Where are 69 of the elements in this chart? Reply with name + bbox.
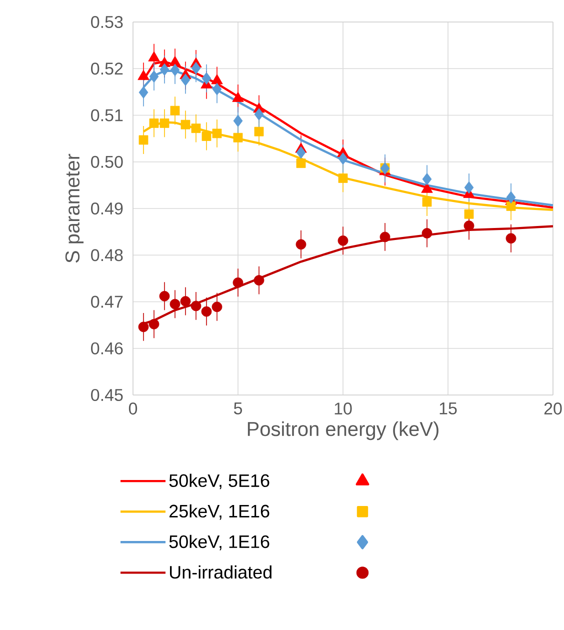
y-tick-label: 0.50 xyxy=(91,156,123,168)
point xyxy=(138,86,148,99)
point xyxy=(212,302,222,312)
legend-label: 50keV, 1E16 xyxy=(169,534,270,550)
point xyxy=(254,126,264,136)
legend-label: Un-irradiated xyxy=(170,565,272,579)
x-tick-label: 0 xyxy=(128,402,138,415)
point xyxy=(296,146,306,159)
point xyxy=(201,306,212,317)
point xyxy=(159,290,170,302)
point xyxy=(296,239,306,250)
point xyxy=(190,300,202,312)
point xyxy=(338,235,348,246)
point xyxy=(211,74,223,84)
point xyxy=(338,152,348,165)
point xyxy=(180,296,191,306)
x-tick-label: 20 xyxy=(544,402,562,415)
point xyxy=(202,132,212,141)
legend-label: 50keV, 5E16 xyxy=(169,474,270,490)
point xyxy=(149,70,159,83)
point xyxy=(232,277,244,288)
point xyxy=(169,56,181,66)
point xyxy=(191,124,201,134)
point xyxy=(160,118,170,128)
point xyxy=(296,158,306,168)
y-tick-label: 0.51 xyxy=(91,109,123,122)
x-axis-title: Positron energy (keV) xyxy=(248,421,438,440)
x-tick-label: 10 xyxy=(334,402,352,415)
point xyxy=(138,70,150,80)
point xyxy=(506,191,516,204)
point xyxy=(380,232,390,242)
point xyxy=(506,233,516,244)
point xyxy=(421,182,433,193)
point xyxy=(170,106,180,116)
point xyxy=(191,62,201,74)
point xyxy=(254,275,264,286)
point xyxy=(149,118,159,128)
legend-label: 25keV, 1E16 xyxy=(170,504,270,520)
point xyxy=(212,82,222,96)
point xyxy=(232,92,244,102)
point xyxy=(138,322,149,332)
point xyxy=(338,173,348,183)
y-tick-label: 0.45 xyxy=(91,388,123,402)
point xyxy=(212,128,222,138)
y-tick-label: 0.48 xyxy=(91,249,123,262)
point xyxy=(233,132,243,142)
point xyxy=(422,197,432,207)
y-tick-label: 0.46 xyxy=(91,342,123,354)
y-axis-title: S parameter xyxy=(65,154,84,263)
y-tick-label: 0.53 xyxy=(91,16,123,28)
point xyxy=(148,318,160,330)
y-tick-label: 0.49 xyxy=(91,202,123,215)
point xyxy=(464,181,474,194)
point xyxy=(138,135,148,145)
point xyxy=(422,172,432,186)
point xyxy=(422,228,432,238)
y-tick-label: 0.47 xyxy=(91,296,123,308)
x-tick-label: 15 xyxy=(440,402,457,414)
point xyxy=(464,220,474,231)
point xyxy=(464,209,474,219)
point xyxy=(180,74,190,86)
point xyxy=(254,108,264,121)
point xyxy=(233,114,243,128)
point xyxy=(148,51,160,62)
point xyxy=(506,201,516,211)
x-tick-label: 5 xyxy=(234,402,242,414)
point xyxy=(180,120,190,130)
y-tick-label: 0.52 xyxy=(91,62,123,75)
point xyxy=(170,298,180,310)
